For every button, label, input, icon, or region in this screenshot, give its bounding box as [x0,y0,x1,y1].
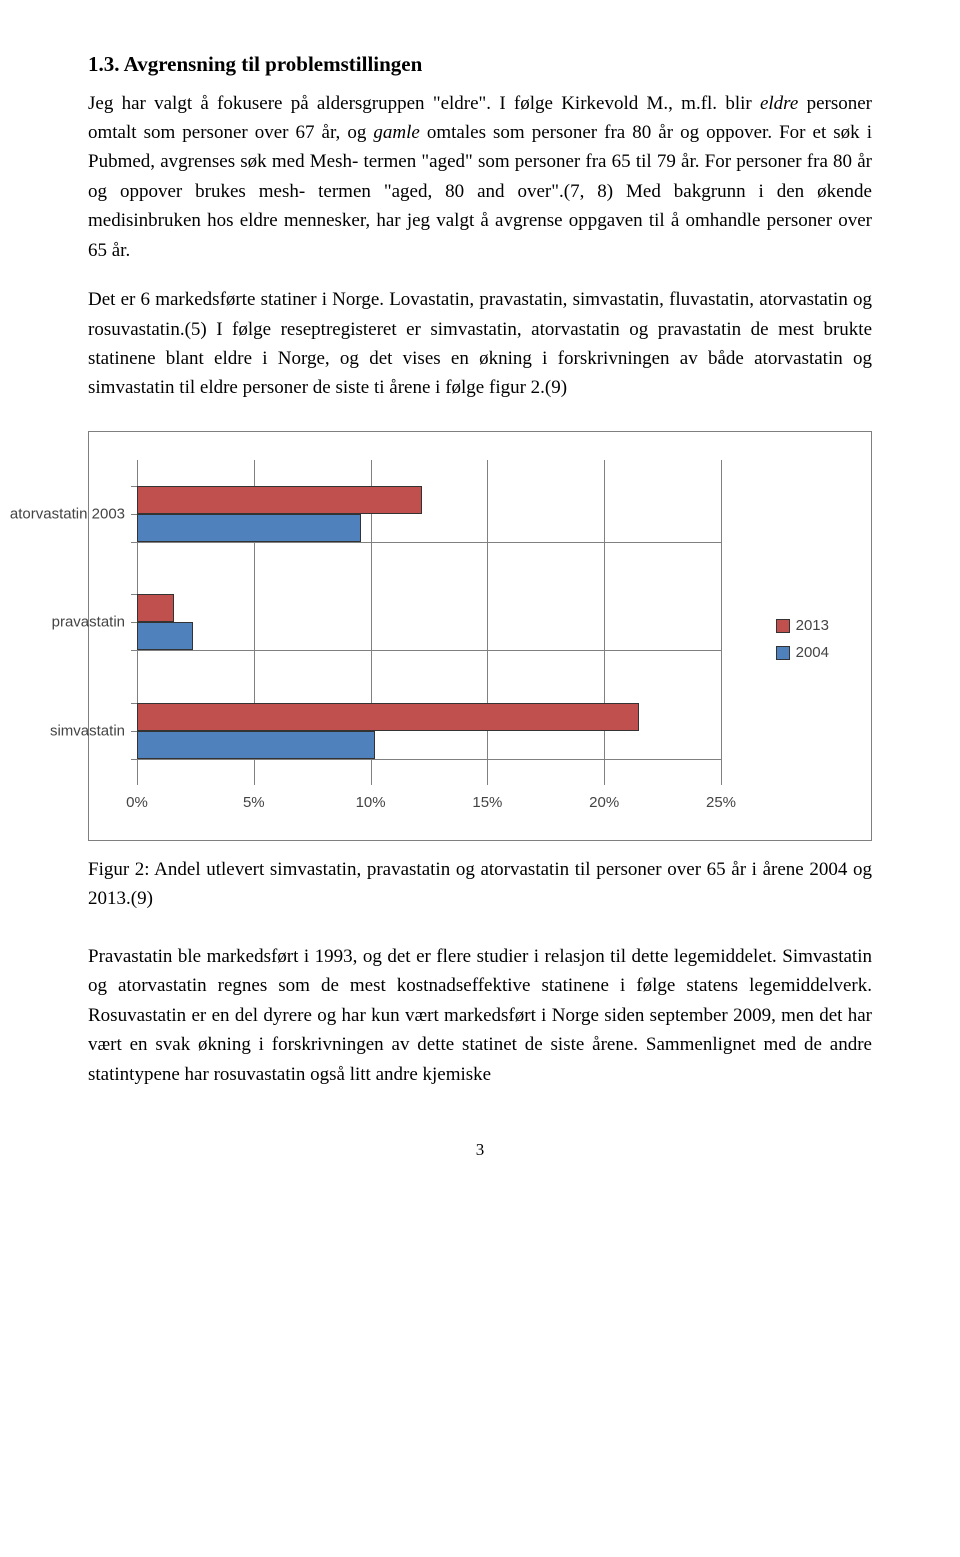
bar-tick-line [131,650,137,651]
page-number: 3 [88,1137,872,1163]
x-tick-label: 25% [706,785,736,814]
bar-v2013 [137,594,174,622]
bar-tick-line [131,514,137,515]
paragraph-2: Det er 6 markedsførte statiner i Norge. … [88,285,872,403]
paragraph-3: Pravastatin ble markedsført i 1993, og d… [88,942,872,1089]
bar-tick-line [131,622,137,623]
bar-group: atorvastatin 2003 [137,469,721,559]
x-tick-label: 10% [356,785,386,814]
bar-tick-line [131,542,137,543]
legend-item: 2004 [776,641,829,664]
bar-baseline [137,759,721,760]
bar-v2004 [137,514,361,542]
bar-v2013 [137,703,639,731]
category-label: pravastatin [52,611,137,634]
legend-label: 2004 [796,641,829,664]
bar-group: pravastatin [137,577,721,667]
x-tick-label: 0% [126,785,148,814]
bar-tick-line [131,759,137,760]
italic-gamle: gamle [373,122,419,143]
x-tick-label: 15% [472,785,502,814]
bar-tick-line [131,486,137,487]
plot-area: 0%5%10%15%20%25%atorvastatin 2003pravast… [137,460,721,785]
gridline [721,460,722,785]
bar-baseline [137,542,721,543]
bar-tick-line [131,594,137,595]
bar-v2004 [137,622,193,650]
bar-group: simvastatin [137,686,721,776]
p1-run-a: Jeg har valgt å fokusere på aldersgruppe… [88,93,760,114]
chart-legend: 2013 2004 [776,614,829,669]
x-tick-label: 5% [243,785,265,814]
italic-eldre: eldre [760,93,798,114]
legend-label: 2013 [796,614,829,637]
section-title: 1.3. Avgrensning til problemstillingen [88,48,872,81]
bar-tick-line [131,703,137,704]
bar-v2004 [137,731,375,759]
category-label: simvastatin [50,719,137,742]
figure-caption: Figur 2: Andel utlevert simvastatin, pra… [88,855,872,914]
paragraph-1: Jeg har valgt å fokusere på aldersgruppe… [88,89,872,266]
legend-swatch [776,646,790,660]
bar-baseline [137,650,721,651]
statin-bar-chart: 0% 5% 10% 15% 20% 25% atorvastatin 2003 pravast… [88,431,872,841]
legend-item: 2013 [776,614,829,637]
category-label: atorvastatin 2003 [10,502,137,525]
bar-v2013 [137,486,422,514]
bar-tick-line [131,731,137,732]
x-tick-label: 20% [589,785,619,814]
legend-swatch [776,619,790,633]
